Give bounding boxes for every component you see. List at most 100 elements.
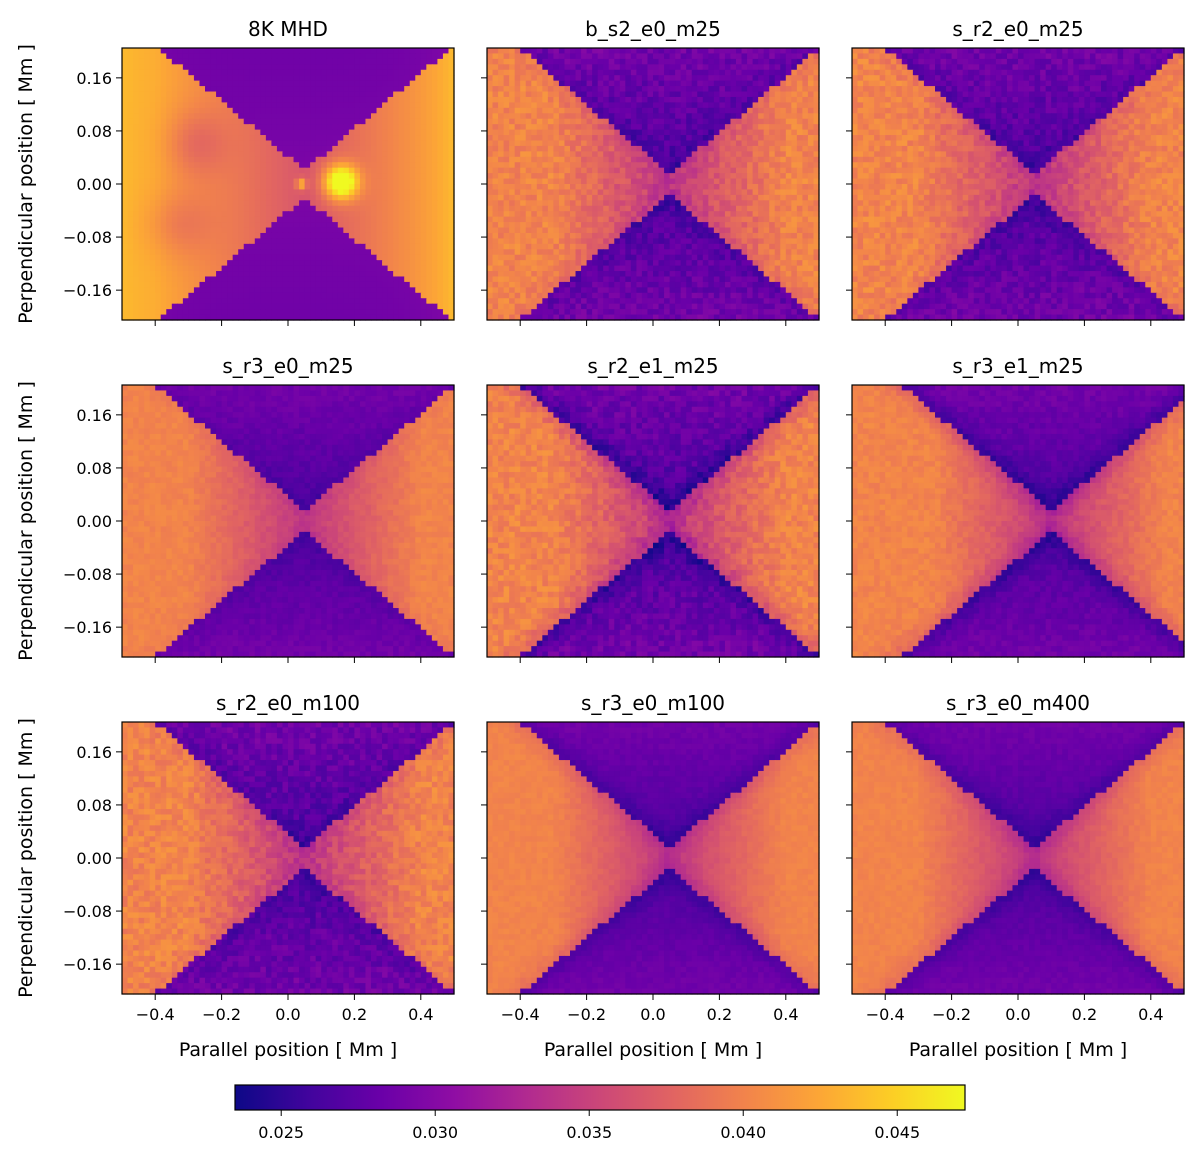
- heatmap-cell: [514, 118, 521, 125]
- heatmap-cell: [193, 271, 201, 278]
- heatmap-cell: [780, 184, 787, 191]
- heatmap-cell: [321, 86, 328, 93]
- y-tick-label: 0.08: [76, 122, 112, 141]
- heatmap-cell: [437, 145, 444, 152]
- heatmap-cell: [398, 124, 405, 131]
- heatmap-cell: [758, 162, 765, 169]
- heatmap-cell: [365, 260, 372, 267]
- heatmap-cell: [796, 205, 803, 212]
- heatmap-cell: [155, 243, 162, 250]
- heatmap-cell: [288, 189, 295, 196]
- heatmap-cell: [813, 151, 820, 158]
- heatmap-cell: [487, 222, 494, 229]
- heatmap-cell: [260, 260, 267, 267]
- heatmap-cell: [144, 303, 151, 310]
- heatmap-cell: [442, 107, 450, 114]
- heatmap-cell: [807, 145, 815, 152]
- heatmap-cell: [138, 281, 145, 288]
- heatmap-cell: [387, 140, 394, 147]
- heatmap-cell: [636, 145, 643, 152]
- heatmap-cell: [741, 64, 748, 71]
- heatmap-cell: [697, 107, 704, 114]
- heatmap-cell: [321, 303, 328, 310]
- heatmap-cell: [227, 107, 234, 114]
- heatmap-cell: [752, 124, 759, 131]
- heatmap-cell: [122, 118, 129, 125]
- heatmap-cell: [713, 200, 720, 207]
- heatmap-cells: [122, 48, 455, 321]
- heatmap-cell: [531, 69, 538, 76]
- heatmap-cell: [802, 194, 809, 201]
- heatmap-cell: [337, 232, 344, 239]
- heatmap-cell: [254, 162, 261, 169]
- heatmap-cell: [653, 96, 660, 103]
- heatmap-cell: [271, 118, 278, 125]
- heatmap-cell: [133, 222, 140, 229]
- heatmap-cell: [442, 298, 450, 305]
- heatmap-cell: [498, 178, 505, 185]
- heatmap-cell: [437, 140, 444, 147]
- heatmap-cell: [138, 194, 145, 201]
- heatmap-cell: [608, 69, 615, 76]
- heatmap-cell: [813, 200, 820, 207]
- heatmap-cell: [558, 86, 566, 93]
- heatmap-cell: [193, 232, 201, 239]
- heatmap-cell: [254, 200, 261, 207]
- heatmap-cell: [802, 58, 809, 65]
- heatmap-cell: [260, 75, 267, 82]
- heatmap-cell: [575, 222, 582, 229]
- heatmap-cell: [254, 292, 261, 299]
- heatmap-cell: [796, 69, 803, 76]
- heatmap-cell: [371, 309, 378, 316]
- heatmap-cell: [260, 156, 267, 163]
- heatmap-cell: [188, 314, 195, 321]
- heatmap-cell: [138, 91, 145, 98]
- heatmap-cell: [658, 75, 665, 82]
- heatmap-cell: [531, 205, 538, 212]
- heatmap-cell: [144, 211, 151, 218]
- heatmap-cell: [603, 167, 610, 174]
- heatmap-cell: [641, 58, 649, 65]
- heatmap-cell: [669, 102, 676, 109]
- heatmap-cell: [531, 64, 538, 71]
- heatmap-cell: [680, 86, 687, 93]
- heatmap-cell: [747, 80, 754, 87]
- heatmap-cell: [343, 211, 350, 218]
- heatmap-cell: [492, 64, 499, 71]
- heatmap-cell: [592, 107, 599, 114]
- heatmap-cell: [299, 69, 306, 76]
- heatmap-cell: [796, 129, 803, 136]
- heatmap-cell: [288, 135, 295, 142]
- heatmap-cell: [359, 80, 367, 87]
- heatmap-cell: [442, 129, 450, 136]
- heatmap-cell: [603, 140, 610, 147]
- heatmap-cell: [216, 303, 223, 310]
- heatmap-cell: [177, 53, 184, 60]
- heatmap-cell: [680, 75, 687, 82]
- heatmap-cell: [321, 243, 328, 250]
- heatmap-cell: [807, 178, 815, 185]
- heatmap-cell: [210, 243, 217, 250]
- heatmap-cell: [221, 80, 228, 87]
- heatmap-cell: [265, 173, 272, 180]
- heatmap-cell: [570, 184, 577, 191]
- heatmap-cell: [337, 292, 344, 299]
- heatmap-cell: [265, 254, 272, 261]
- heatmap-cell: [780, 178, 787, 185]
- heatmap-cell: [260, 222, 267, 229]
- heatmap-cell: [431, 53, 438, 60]
- heatmap-cell: [796, 145, 803, 152]
- heatmap-cell: [785, 75, 792, 82]
- heatmap-cell: [304, 135, 311, 142]
- heatmap-cell: [531, 156, 538, 163]
- heatmap-cell: [520, 102, 527, 109]
- heatmap-cell: [498, 156, 505, 163]
- heatmap-cell: [249, 287, 256, 294]
- heatmap-cell: [288, 69, 295, 76]
- heatmap-cell: [747, 189, 754, 196]
- heatmap-cell: [149, 75, 156, 82]
- heatmap-cell: [719, 48, 726, 55]
- heatmap-cell: [763, 200, 770, 207]
- heatmap-cell: [547, 118, 554, 125]
